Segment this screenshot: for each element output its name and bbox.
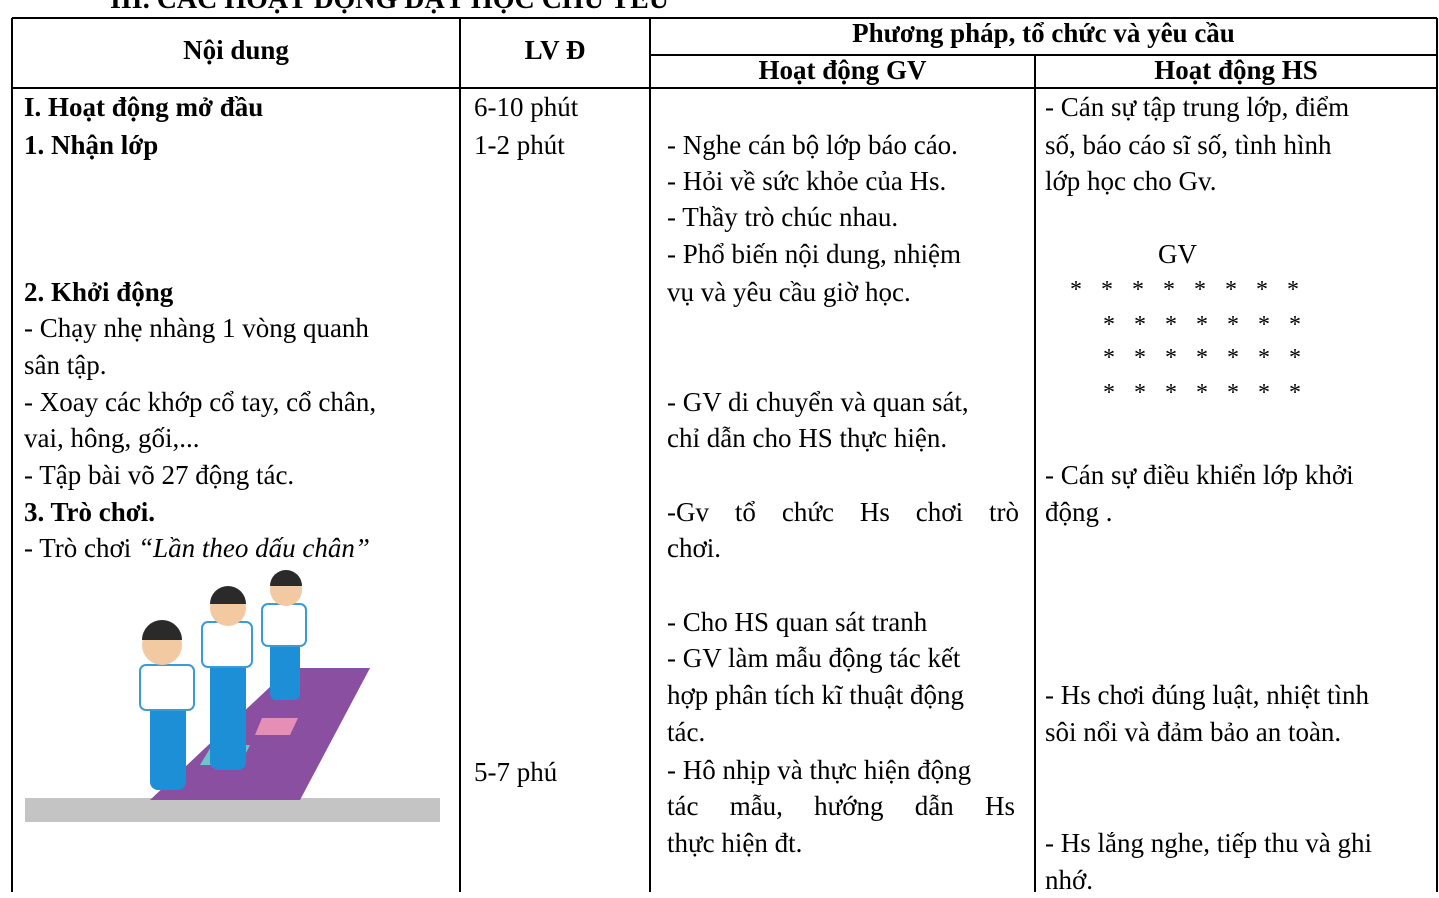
cell-text: hợp phân tích kĩ thuật động (667, 680, 964, 710)
cell-text: vai, hông, gối,... (24, 423, 200, 453)
cell-text: “Lần theo dấu chân” (138, 533, 370, 563)
cell-text: - Cán sự điều khiển lớp khởi (1045, 460, 1354, 490)
cell-text: thực hiện đt. (667, 828, 803, 858)
cell-text: sôi nổi và đảm bảo an toàn. (1045, 717, 1342, 747)
cell-text: * * * * * * * (1103, 380, 1301, 406)
section-title: III. CÁC HOẠT ĐỘNG DẠY HỌC CHỦ YẾU (110, 0, 669, 18)
cell-text: chỉ dẫn cho HS thực hiện. (667, 423, 948, 453)
cell-text: 3. Trò chơi. (24, 497, 155, 527)
cell-text: * * * * * * * (1103, 345, 1301, 371)
cell-text: chơi. (667, 533, 722, 563)
cell-text: - Hô nhịp và thực hiện động (667, 755, 972, 785)
cell-text: - Xoay các khớp cổ tay, cổ chân, (24, 387, 377, 417)
cell-text: - Tập bài võ 27 động tác. (24, 460, 295, 490)
column-header: Nội dung (183, 35, 289, 65)
cell-text: - Trò chơi “Lần theo dấu chân” (24, 533, 370, 563)
cell-text: - Hỏi về sức khỏe của Hs. (667, 166, 947, 196)
cell-text: - Cho HS quan sát tranh (667, 607, 928, 637)
cell-text: vụ và yêu cầu giờ học. (667, 277, 911, 307)
cell-text: * * * * * * * * (1070, 277, 1299, 303)
cell-text: sân tập. (24, 350, 107, 380)
column-header: LV Đ (524, 35, 586, 65)
cell-text: tác. (667, 717, 706, 747)
cell-text: tác mẫu, hướng dẫn Hs (667, 791, 1015, 821)
cell-text: lớp học cho Gv. (1045, 166, 1217, 196)
cell-text: - Thầy trò chúc nhau. (667, 202, 899, 232)
cell-text: động . (1045, 497, 1113, 527)
cell-text: 2. Khởi động (24, 277, 174, 307)
cell-text: số, báo cáo sĩ số, tình hình (1045, 130, 1332, 160)
illustration (25, 570, 440, 822)
cell-text: - Hs chơi đúng luật, nhiệt tình (1045, 680, 1369, 710)
cell-text: - Phổ biến nội dung, nhiệm (667, 239, 961, 269)
cell-text: nhớ. (1045, 865, 1094, 895)
cell-text: -Gv tổ chức Hs chơi trò (667, 497, 1019, 527)
cell-text: * * * * * * * (1103, 312, 1301, 338)
cell-text: - GV di chuyển và quan sát, (667, 387, 969, 417)
cell-text: - GV làm mẫu động tác kết (667, 643, 961, 673)
cell-text: GV (1158, 239, 1197, 269)
cell-text: 6-10 phút (474, 92, 579, 122)
column-header: Hoạt động HS (1154, 55, 1318, 85)
cell-text: 1-2 phút (474, 130, 565, 160)
cell-text: - Hs lắng nghe, tiếp thu và ghi (1045, 828, 1372, 858)
cell-text: - Nghe cán bộ lớp báo cáo. (667, 130, 958, 160)
column-header: Hoạt động GV (758, 55, 927, 85)
cell-text: 1. Nhận lớp (24, 130, 159, 160)
column-header: Phương pháp, tổ chức và yêu cầu (852, 18, 1235, 48)
cell-text: - Chạy nhẹ nhàng 1 vòng quanh (24, 313, 369, 343)
cell-text: - Cán sự tập trung lớp, điểm (1045, 92, 1350, 122)
cell-text: 5-7 phú (474, 757, 558, 787)
cell-text: I. Hoạt động mở đầu (24, 92, 264, 122)
